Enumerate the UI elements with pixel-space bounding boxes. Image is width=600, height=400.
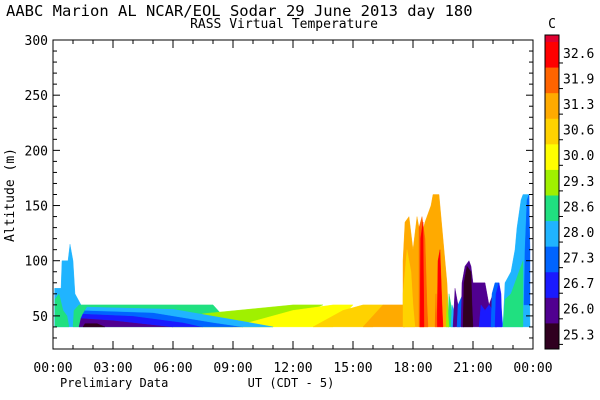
colorbar: 32.6 31.9 31.3 30.6 30.0 29.3 28.6 28.0 27.3 26.7… — [544, 34, 594, 350]
colorbar-swatch — [545, 221, 559, 248]
colorbar-top-swatch — [545, 35, 559, 42]
colorbar-level-label: 32.6 — [563, 47, 594, 62]
y-tick-label: 250 — [25, 89, 48, 104]
temperature-band-4 — [82, 323, 106, 328]
temperature-region-11 — [436, 249, 444, 328]
chart-title: AABC Marion AL NCAR/EOL Sodar 29 June 20… — [6, 2, 473, 20]
x-axis-label: UT (CDT - 5) — [248, 376, 335, 390]
temperature-region-14 — [445, 299, 450, 328]
colorbar-swatch — [545, 67, 559, 94]
temperature-region-25 — [502, 260, 524, 328]
x-tick-label: 12:00 — [273, 361, 312, 376]
temperature-region-22 — [494, 282, 503, 328]
x-tick-label: 15:00 — [333, 361, 372, 376]
x-tick-label: 00:00 — [513, 361, 552, 376]
y-tick-label: 300 — [25, 34, 48, 49]
y-tick-label: 150 — [25, 200, 48, 215]
colorbar-level-label: 26.0 — [563, 303, 594, 318]
plot-area — [54, 194, 531, 328]
chart-subtitle: RASS Virtual Temperature — [190, 17, 378, 32]
colorbar-swatch — [545, 93, 559, 120]
colorbar-swatch — [545, 272, 559, 299]
colorbar-level-label: 30.0 — [563, 149, 594, 164]
colorbar-level-label: 28.0 — [563, 226, 594, 241]
colorbar-level-label: 30.6 — [563, 124, 594, 139]
x-tick-label: 09:00 — [213, 361, 252, 376]
colorbar-level-label: 29.3 — [563, 175, 594, 190]
y-tick-label: 200 — [25, 144, 48, 159]
colorbar-frame — [544, 34, 560, 350]
footer-preliminary-data: Prelimiary Data — [60, 376, 168, 390]
colorbar-swatch — [545, 118, 559, 145]
colorbar-swatch — [545, 195, 559, 222]
y-tick-label: 50 — [32, 310, 48, 325]
colorbar-level-label: 25.3 — [563, 328, 594, 343]
x-tick-label: 06:00 — [153, 361, 192, 376]
temperature-region-19 — [462, 265, 474, 328]
x-axis: 00:00 03:00 06:00 09:00 12:00 15:00 18:00 21:00… — [33, 40, 553, 376]
colorbar-level-label: 31.9 — [563, 72, 594, 87]
colorbar-swatch — [545, 169, 559, 196]
temperature-region-1 — [54, 293, 70, 328]
temperature-region-8 — [402, 249, 416, 328]
colorbar-swatch — [545, 323, 559, 350]
x-tick-label: 21:00 — [453, 361, 492, 376]
y-tick-label: 100 — [25, 255, 48, 270]
colorbar-level-label: 31.3 — [563, 98, 594, 113]
colorbar-swatch — [545, 246, 559, 273]
x-tick-label: 18:00 — [393, 361, 432, 376]
colorbar-level-label: 28.6 — [563, 200, 594, 215]
y-axis: 50 100 150 200 250 300 — [25, 34, 533, 350]
colorbar-swatch — [545, 297, 559, 324]
temperature-region-10 — [419, 222, 425, 328]
colorbar-level-label: 26.7 — [563, 277, 594, 292]
temperature-region-12 — [434, 293, 438, 328]
colorbar-swatch — [545, 42, 559, 69]
colorbar-level-label: 27.3 — [563, 252, 594, 267]
colorbar-unit: C — [548, 17, 556, 32]
y-axis-label: Altitude (m) — [3, 148, 18, 242]
x-tick-label: 00:00 — [33, 361, 72, 376]
temperature-band-3 — [84, 306, 274, 328]
colorbar-swatch — [545, 144, 559, 171]
x-tick-label: 03:00 — [93, 361, 132, 376]
